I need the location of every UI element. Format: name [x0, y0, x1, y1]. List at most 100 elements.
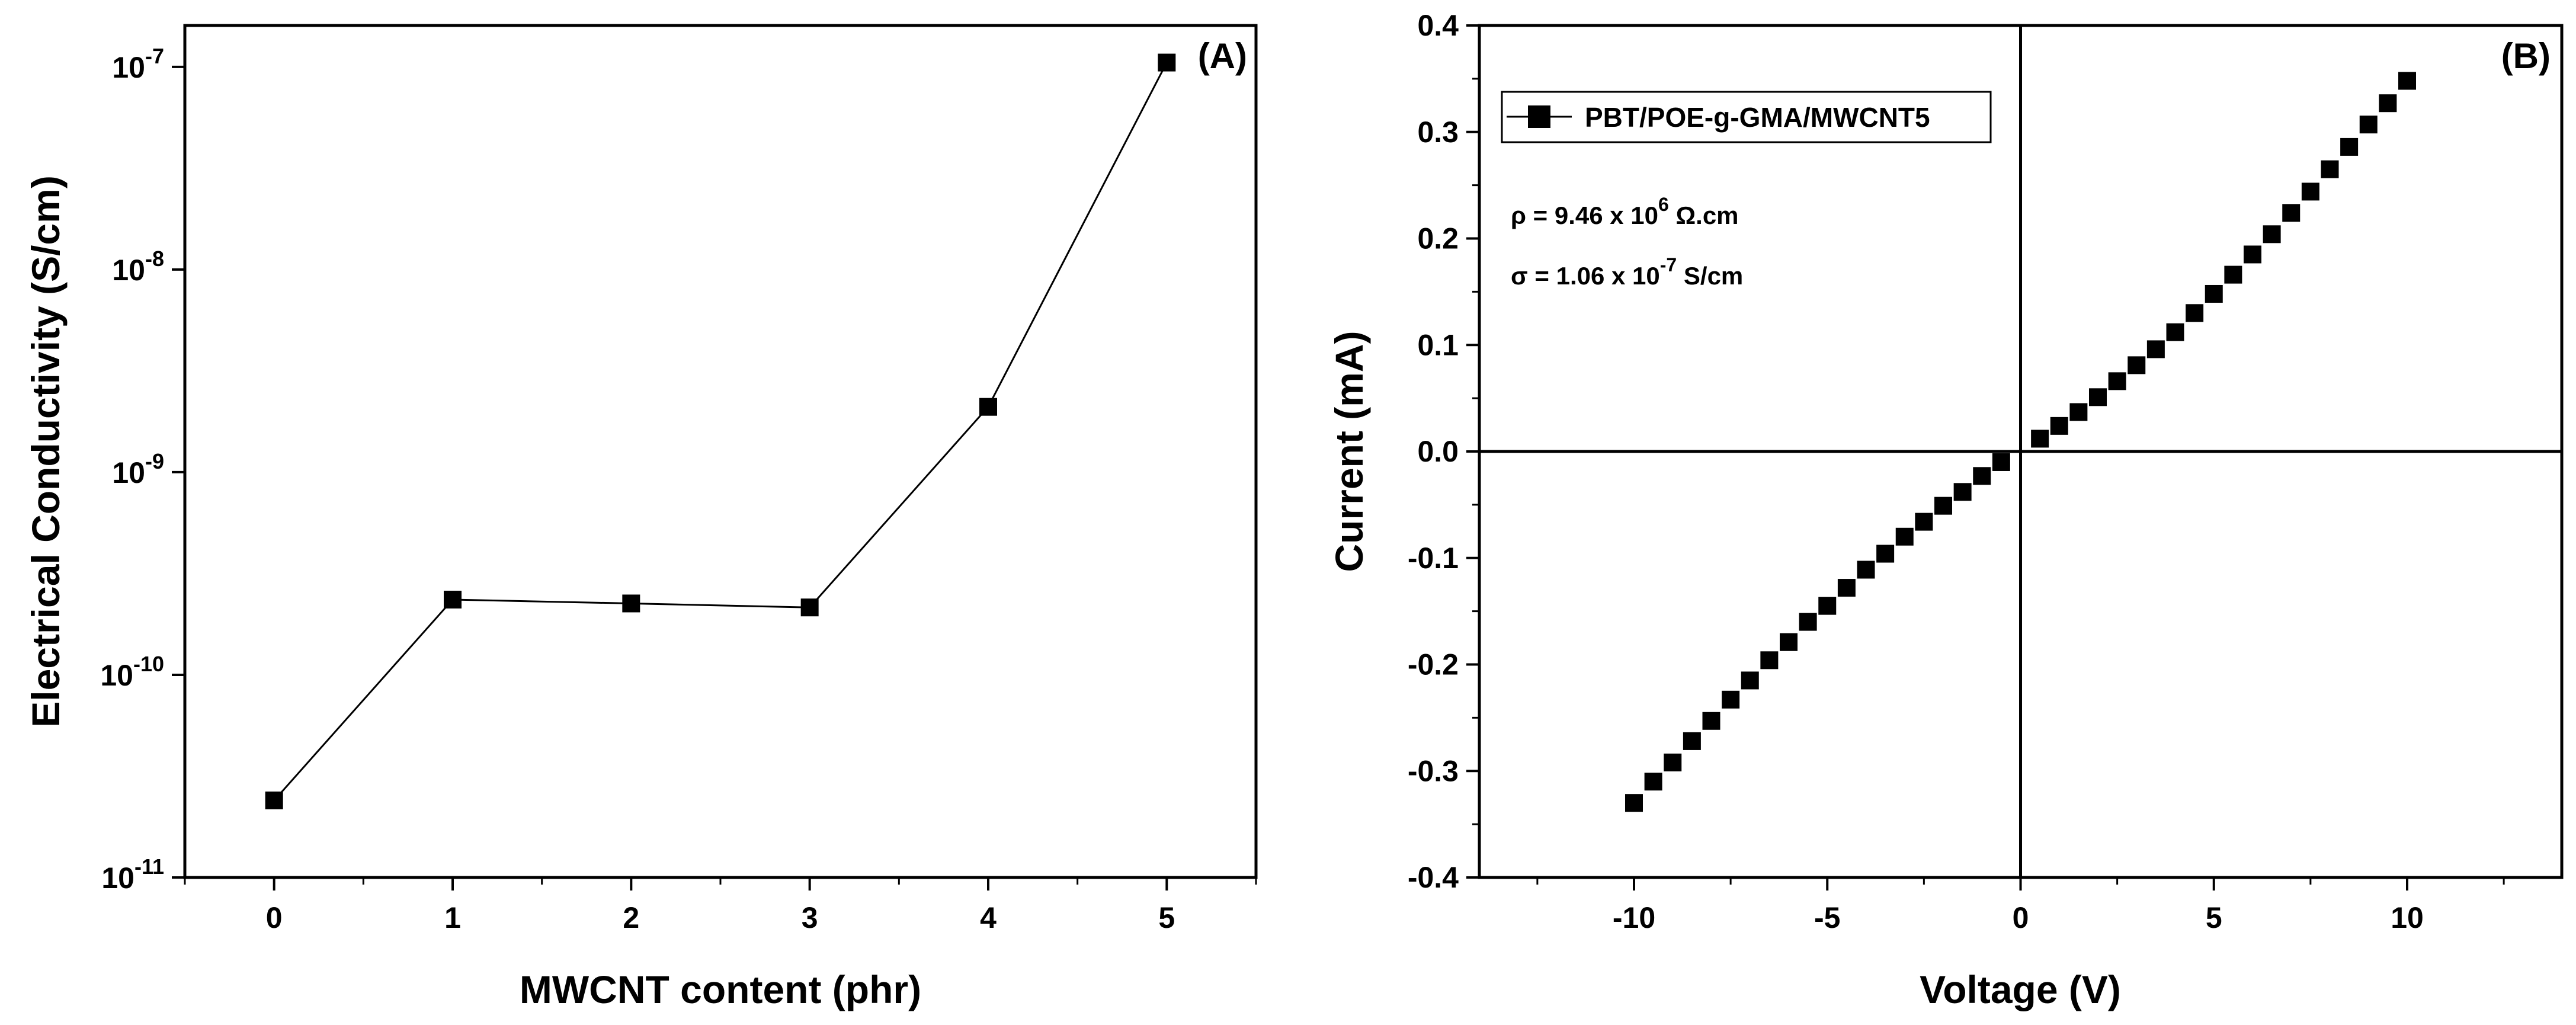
panel-b-data-point: [2282, 204, 2301, 222]
panel-b-data-point: [1837, 579, 1856, 597]
panel-a-x-tick-label: 0: [266, 901, 283, 934]
panel-a-y-tick-exponent: -11: [134, 854, 164, 879]
panel-b-data-point: [1741, 671, 1759, 690]
panel-b-data-point: [1644, 773, 1662, 791]
panel-b-data-point: [2031, 430, 2049, 448]
panel-b-y-tick-label: 0.1: [1417, 328, 1459, 361]
panel-b-y-ticks: -0.4 -0.3 -0.2 -0.1 0.0 0.1 0.2 0.3 0.4: [1408, 9, 1479, 894]
panel-b-data-point: [2069, 403, 2088, 421]
panel-b-data-point: [1664, 753, 1682, 771]
panel-b-y-tick-label: -0.3: [1408, 754, 1459, 787]
legend-label: PBT/POE-g-GMA/MWCNT5: [1585, 102, 1930, 133]
panel-a-data-point: [1158, 53, 1176, 72]
panel-b-data-point: [2050, 417, 2068, 435]
panel-b-data-point: [2146, 340, 2165, 358]
panel-a-y-tick-exponent: -7: [145, 44, 164, 68]
panel-b-y-tick-label: -0.4: [1408, 861, 1459, 894]
panel-a-y-tick-base: 10: [112, 254, 145, 287]
panel-b-data-point: [2089, 388, 2107, 406]
resistivity-exponent: 6: [1658, 194, 1669, 215]
panel-a-x-tick-label: 1: [444, 901, 461, 934]
panel-b-data-point: [2244, 245, 2261, 264]
panel-a-x-tick-label: 5: [1158, 901, 1175, 934]
panel-a-plot-frame: [183, 24, 1258, 879]
panel-b-data-point: [2108, 372, 2126, 390]
panel-a-data-point: [622, 594, 640, 613]
legend-marker: [1528, 105, 1550, 128]
panel-b-x-tick-label: 0: [2013, 901, 2029, 934]
panel-a-y-tick-base: 10: [112, 456, 145, 489]
conductivity-prefix: σ = 1.06 x 10: [1511, 262, 1660, 290]
legend-box: [1501, 91, 1992, 143]
panel-a-y-tick-exponent: -8: [145, 246, 164, 271]
panel-a-data-point: [979, 398, 997, 416]
panel-b-y-tick-label: -0.1: [1408, 542, 1459, 575]
panel-a-y-tick-label: 10-9: [112, 449, 164, 489]
panel-a-y-tick-base: 10: [101, 861, 134, 895]
panel-b-data-point: [2340, 137, 2359, 156]
panel-b-data-point: [1915, 512, 1933, 531]
panel-b-label: (B): [2501, 36, 2551, 76]
panel-a-y-axis-title: Electrical Conductivity (S/cm): [24, 175, 68, 728]
conductivity-annotation: σ = 1.06 x 10-7 S/cm: [1511, 254, 1743, 290]
panel-b-data-points: [1625, 72, 2416, 812]
panel-a-data-point: [800, 598, 819, 617]
panel-b-data-point: [2321, 160, 2339, 178]
panel-a-y-tick-base: 10: [100, 659, 133, 692]
panel-a-y-tick-exponent: -9: [145, 449, 164, 473]
panel-b-data-point: [2166, 323, 2184, 341]
panel-b-data-point: [2379, 94, 2397, 113]
panel-b-data-point: [2301, 182, 2319, 201]
panel-a-y-tick-label: 10-10: [100, 652, 164, 692]
panel-b-y-tick-label: 0.4: [1417, 9, 1459, 42]
panel-b-data-point: [1760, 651, 1779, 670]
panel-a-data-line: [273, 62, 1168, 801]
panel-a-x-tick-label: 4: [980, 901, 997, 934]
panel-b-data-point: [2359, 116, 2378, 134]
panel-a-x-tick-label: 2: [623, 901, 639, 934]
panel-b-data-point: [1780, 633, 1798, 651]
panel-b-legend: PBT/POE-g-GMA/MWCNT5: [1501, 91, 1992, 143]
panel-b-x-axis-title: Voltage (V): [1920, 968, 2121, 1011]
panel-b-data-point: [1992, 453, 2010, 471]
panel-b-x-tick-label: -5: [1814, 901, 1840, 934]
panel-b-data-point: [1934, 497, 1952, 515]
panel-b-data-point: [1799, 613, 1817, 631]
panel-b-data-point: [2186, 304, 2204, 322]
panel-b-data-point: [1702, 712, 1720, 730]
panel-b-data-point: [1818, 597, 1837, 615]
panel-b-y-tick-label: 0.2: [1417, 222, 1459, 255]
panel-b-data-point: [1722, 690, 1740, 709]
panel-b-data-point: [1625, 794, 1643, 812]
panel-a-data-points: [265, 53, 1176, 809]
panel-b-data-point: [1683, 732, 1701, 750]
panel-b-x-tick-label: -10: [1613, 901, 1655, 934]
resistivity-suffix: Ω.cm: [1669, 201, 1739, 229]
panel-b-y-tick-label: 0.0: [1417, 435, 1459, 468]
panel-b-iv-chart: -10 -5 0 5 10 -0.4 -0.3 -0.2 -0.1 0.0 0.1 0.2 0.3 0.…: [1327, 9, 2564, 1011]
panel-b-data-point: [1895, 527, 1914, 546]
panel-a-data-point: [444, 591, 462, 609]
resistivity-prefix: ρ = 9.46 x 10: [1511, 201, 1658, 229]
panel-a-label: (A): [1198, 36, 1247, 76]
resistivity-annotation: ρ = 9.46 x 106 Ω.cm: [1511, 194, 1739, 229]
panel-b-data-point: [2224, 265, 2242, 284]
panel-b-data-point: [1973, 467, 1991, 485]
panel-a-data-point: [265, 791, 283, 809]
panel-a-x-axis-title: MWCNT content (phr): [520, 968, 921, 1011]
panel-b-data-point: [1876, 544, 1895, 563]
panel-b-y-tick-label: -0.2: [1408, 648, 1459, 681]
panel-a-y-tick-base: 10: [112, 51, 145, 84]
panel-b-data-point: [2128, 356, 2146, 374]
panel-a-x-tick-label: 3: [802, 901, 818, 934]
panel-a-y-tick-exponent: -10: [133, 652, 164, 676]
panel-a-y-tick-label: 10-7: [112, 44, 164, 84]
panel-b-data-point: [2205, 284, 2223, 303]
panel-b-x-tick-label: 5: [2206, 901, 2222, 934]
panel-b-data-point: [2263, 225, 2281, 244]
conductivity-suffix: S/cm: [1677, 262, 1743, 290]
panel-b-x-ticks: -10 -5 0 5 10: [1536, 877, 2505, 934]
